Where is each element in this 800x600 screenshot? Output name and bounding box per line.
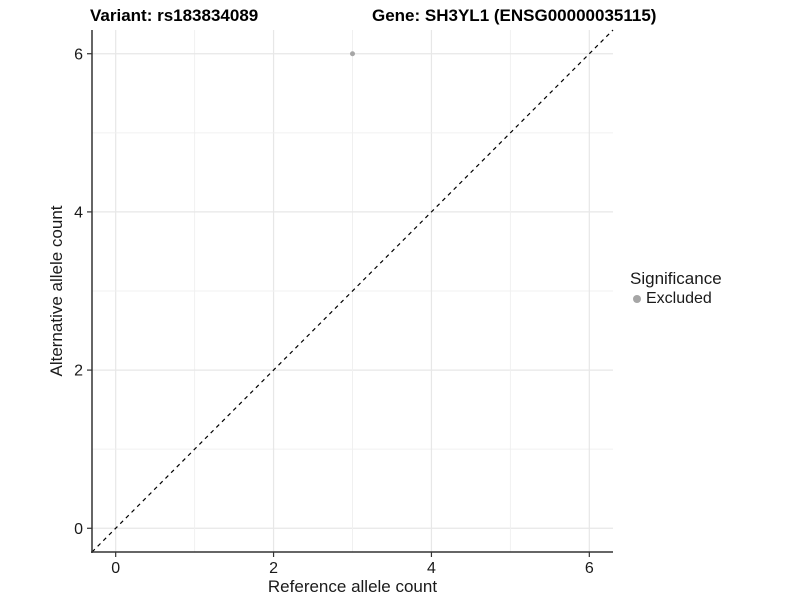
plot-title-variant: Variant: rs183834089: [90, 6, 259, 25]
legend-point-icon: [633, 295, 641, 303]
x-tick-label: 6: [585, 560, 594, 577]
y-axis-title: Alternative allele count: [47, 205, 66, 377]
x-axis-title: Reference allele count: [267, 577, 438, 596]
y-tick-label: 6: [74, 46, 83, 63]
identity-line: [91, 29, 614, 553]
plot-title-gene: Gene: SH3YL1 (ENSG00000035115): [372, 6, 657, 25]
data-point: [350, 51, 355, 57]
x-tick-label: 4: [427, 560, 436, 577]
legend-item-excluded: Excluded: [630, 289, 722, 309]
x-tick-label: 0: [111, 560, 120, 577]
legend: Significance Excluded: [630, 269, 722, 309]
legend-title: Significance: [630, 269, 722, 288]
y-tick-label: 4: [74, 205, 83, 222]
y-tick-label: 2: [74, 363, 83, 380]
x-tick-label: 2: [269, 560, 278, 577]
y-tick-label: 0: [74, 521, 83, 538]
legend-item-label: Excluded: [646, 290, 712, 307]
